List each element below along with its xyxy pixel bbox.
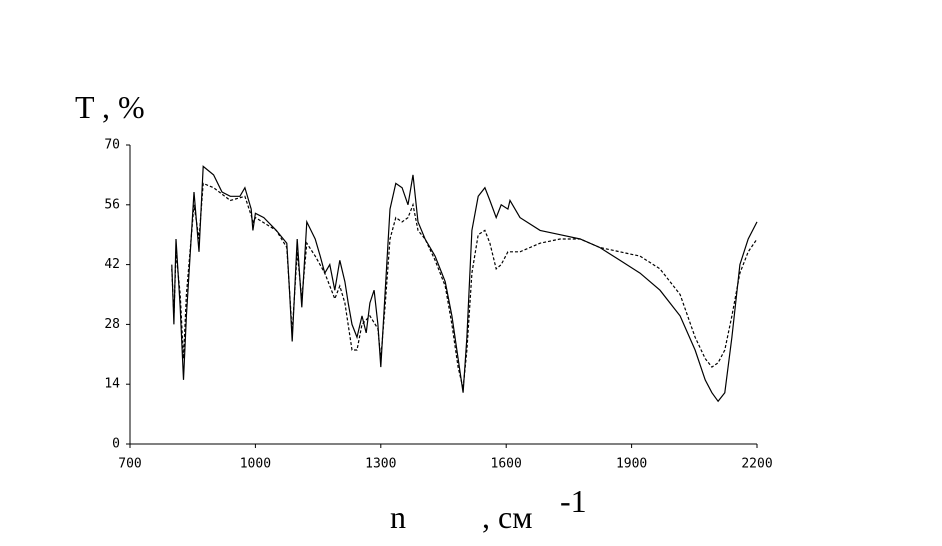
- x-tick-label: 1600: [491, 457, 522, 472]
- x-axis-symbol: n: [390, 499, 406, 535]
- y-tick-label: 0: [112, 437, 120, 452]
- spectrum-line: [171, 165, 758, 403]
- y-tick-label: 70: [104, 138, 120, 153]
- y-axis-label: T , %: [75, 89, 145, 125]
- y-tick-label: 42: [104, 257, 120, 272]
- y-tick-label: 28: [104, 317, 120, 332]
- x-tick-label: 700: [118, 457, 141, 472]
- x-axis-exponent: -1: [560, 483, 587, 519]
- x-tick-label: 1000: [240, 457, 271, 472]
- x-tick-label: 1900: [616, 457, 647, 472]
- x-tick-label: 2200: [741, 457, 772, 472]
- x-tick-label: 1300: [365, 457, 396, 472]
- x-axis-unit: , см: [482, 499, 532, 535]
- spectrum-line: [171, 182, 758, 389]
- y-tick-label: 56: [104, 197, 120, 212]
- y-tick-label: 14: [104, 377, 120, 392]
